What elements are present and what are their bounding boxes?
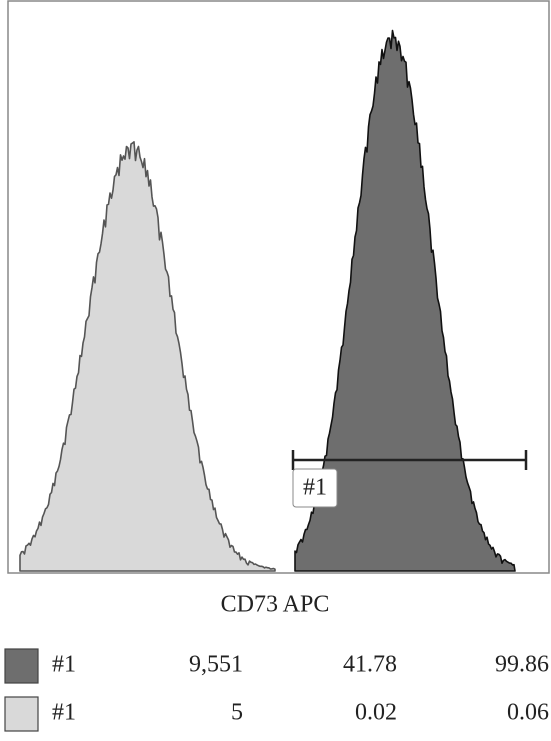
stat-value: 0.02 <box>355 700 397 726</box>
histogram <box>19 141 276 572</box>
stat-value: 0.06 <box>507 700 549 726</box>
stat-value: 9,551 <box>189 652 243 678</box>
stat-value: 5 <box>231 700 243 726</box>
gate-label-box <box>292 468 338 508</box>
gate-label: #1 <box>303 475 327 501</box>
legend-swatch <box>4 696 39 732</box>
histograms <box>19 29 516 572</box>
x-axis-label: CD73 APC <box>221 592 330 618</box>
legend-swatch <box>4 648 39 684</box>
histogram <box>294 29 516 572</box>
gate-name: #1 <box>52 700 76 726</box>
stat-value: 41.78 <box>343 652 397 678</box>
gate-name: #1 <box>52 652 76 678</box>
stat-value: 99.86 <box>495 652 549 678</box>
